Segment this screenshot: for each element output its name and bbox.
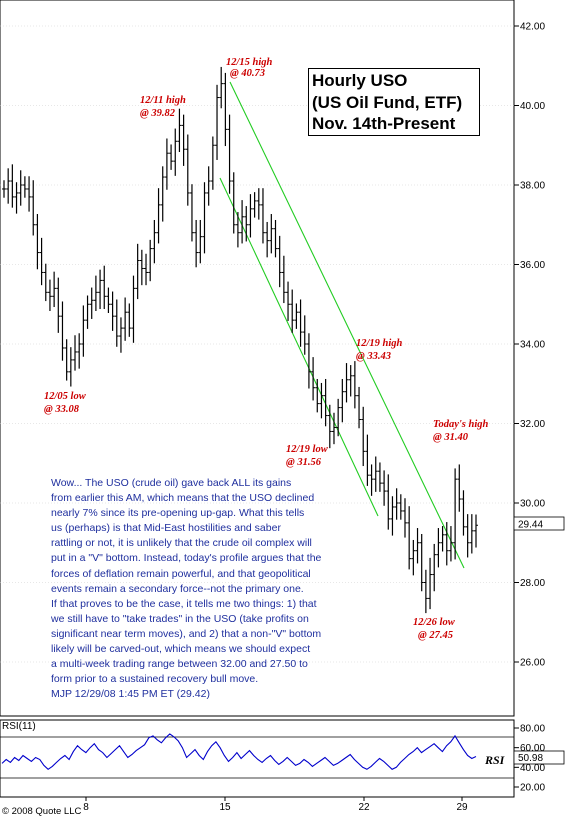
rsi-line: [1, 733, 477, 771]
price-tick-label: 36.00: [520, 260, 545, 271]
price-tick-label: 42.00: [520, 22, 545, 33]
rsi-tick-label: 60.00: [520, 743, 545, 754]
price-bars: [2, 66, 478, 614]
price-tick-label: 32.00: [520, 419, 545, 430]
rsi-axis: 80.00 60.00 40.00 20.00: [514, 724, 545, 794]
annotation-1226-low-value: @ 27.45: [418, 630, 453, 641]
copyright-text: © 2008 Quote LLC: [2, 806, 82, 817]
rsi-last-label: 50.98: [518, 753, 543, 764]
channel-upper-line: [229, 81, 465, 569]
last-price-marker: 29.44: [513, 516, 565, 531]
annotation-1219-high-title: 12/19 high: [356, 338, 403, 349]
annotation-1205-low-title: 12/05 low: [44, 391, 87, 402]
rsi-panel: RSI(11) 80.00 60.00 40.00 20.00 50.98 RSI: [0, 719, 565, 798]
annotation-todays-high-title: Today's high: [433, 419, 488, 430]
annotation-1205-low-value: @ 33.08: [44, 404, 80, 415]
rsi-tick-label: 20.00: [520, 783, 545, 794]
price-tick-label: 26.00: [520, 658, 545, 669]
price-tick-label: 38.00: [520, 181, 545, 192]
chart-title-box: Hourly USO (US Oil Fund, ETF) Nov. 14th-…: [308, 68, 480, 136]
last-price-label: 29.44: [518, 520, 543, 531]
x-tick-label: 22: [358, 802, 370, 813]
rsi-tick-label: 40.00: [520, 763, 545, 774]
annotation-todays-high-value: @ 31.40: [433, 432, 469, 443]
price-axis: 42.00 40.00 38.00 36.00 34.00 32.00 30.00 28.00…: [514, 22, 545, 669]
annotation-1211-high-title: 12/11 high: [140, 95, 186, 106]
chart-title-line-2: (US Oil Fund, ETF): [312, 92, 463, 112]
price-tick-label: 40.00: [520, 101, 545, 112]
price-panel: 42.00 40.00 38.00 36.00 34.00 32.00 30.00 28.00…: [0, 0, 565, 717]
annotation-1219-high-value: @ 33.43: [356, 351, 391, 362]
annotation-1215-high-title: 12/15 high: [226, 57, 273, 68]
rsi-last-marker: 50.98: [513, 750, 565, 765]
annotation-1215-high-value: @ 40.73: [230, 68, 265, 79]
price-tick-label: 28.00: [520, 578, 545, 589]
rsi-side-label: RSI: [484, 753, 506, 767]
annotation-1226-low-title: 12/26 low: [413, 617, 456, 628]
annotations: 12/15 high @ 40.73 12/11 high @ 39.82 12…: [44, 57, 488, 641]
price-panel-frame: [0, 0, 515, 717]
price-tick-label: 30.00: [520, 499, 545, 510]
commentary-text: Wow... The USO (crude oil) gave back ALL…: [51, 477, 322, 701]
x-axis: 8 15 22 29: [83, 797, 468, 813]
annotation-1219-low-value: @ 31.56: [286, 457, 322, 468]
price-tick-label: 34.00: [520, 340, 545, 351]
annotation-1219-low-title: 12/19 low: [286, 444, 329, 455]
rsi-panel-label: RSI(11): [2, 721, 36, 732]
x-tick-label: 15: [219, 802, 231, 813]
x-tick-label: 29: [456, 802, 468, 813]
x-tick-label: 8: [83, 802, 89, 813]
rsi-tick-label: 80.00: [520, 724, 545, 735]
chart-title-line-3: Nov. 14th-Present: [312, 114, 456, 133]
chart-title-line-1: Hourly USO: [312, 71, 408, 90]
annotation-1211-high-value: @ 39.82: [140, 108, 176, 119]
